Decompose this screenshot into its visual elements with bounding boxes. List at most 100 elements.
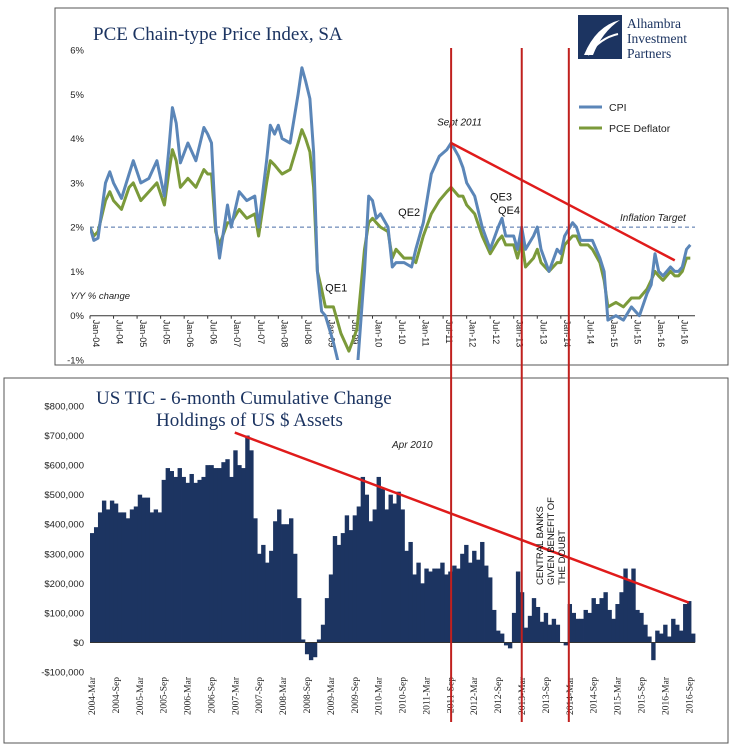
- bar: [591, 598, 596, 643]
- bar: [308, 642, 314, 661]
- bar: [93, 527, 99, 643]
- bar: [289, 518, 294, 643]
- top-y-axis-label: Y/Y % change: [70, 291, 130, 302]
- bar: [217, 468, 222, 643]
- bar: [225, 459, 230, 643]
- bar: [687, 601, 692, 643]
- bottom-x-tick-label: 2008-Mar: [279, 676, 289, 715]
- bar: [416, 562, 421, 643]
- bar: [424, 568, 429, 643]
- bottom-x-tick-label: 2016-Sep: [685, 677, 695, 714]
- bar: [615, 604, 620, 643]
- bar: [436, 568, 441, 643]
- bottom-y-tick-label: $400,000: [44, 520, 84, 531]
- top-trend-line: [450, 141, 676, 262]
- bar: [404, 550, 409, 643]
- top-x-tick-label: Jul-07: [256, 320, 266, 345]
- bar: [571, 612, 576, 643]
- bar: [336, 544, 342, 643]
- bottom-x-tick-label: 2010-Sep: [399, 677, 409, 714]
- bar: [464, 544, 469, 643]
- top-y-tick-label: 1%: [70, 267, 84, 278]
- bar: [153, 509, 159, 643]
- bar: [281, 524, 286, 643]
- bar: [623, 568, 628, 643]
- bar: [273, 521, 278, 643]
- top-x-tick-label: Jan-05: [138, 320, 148, 348]
- bar: [189, 473, 194, 643]
- logo-line3: Partners: [627, 46, 671, 61]
- bar: [304, 642, 310, 655]
- bar: [113, 503, 119, 643]
- top-x-tick-label: Jul-04: [115, 320, 125, 345]
- top-x-tick-label: Jul-13: [538, 320, 548, 345]
- bar: [201, 476, 206, 643]
- bar: [161, 479, 167, 643]
- bar: [320, 624, 326, 643]
- top-y-tick-label: 6%: [70, 46, 84, 57]
- bar: [659, 633, 664, 643]
- bar: [412, 574, 417, 643]
- logo-line1: Alhambra: [627, 16, 681, 31]
- bar: [209, 465, 214, 643]
- bar: [129, 509, 135, 643]
- bar: [169, 471, 174, 643]
- bar: [213, 468, 218, 643]
- logo-arc-icon: [587, 33, 619, 56]
- bar: [460, 553, 465, 643]
- bar: [269, 550, 274, 643]
- bar: [105, 509, 111, 643]
- bottom-x-tick-label: 2009-Sep: [351, 677, 361, 714]
- bottom-trend-line: [234, 431, 690, 604]
- bar: [547, 624, 553, 643]
- bar: [229, 476, 234, 643]
- bottom-y-tick-label: $0: [73, 638, 84, 649]
- bottom-x-tick-label: 2010-Mar: [375, 676, 385, 715]
- top-y-axis: -1% 0% 1% 2% 3% 4% 5% 6%: [67, 46, 84, 367]
- bar: [316, 639, 322, 643]
- top-x-tick-label: Jul-11: [444, 320, 454, 344]
- bar: [157, 512, 163, 643]
- bar: [173, 476, 178, 643]
- bar: [197, 479, 202, 643]
- annotation-qe3: QE3: [490, 192, 512, 204]
- bar: [495, 630, 501, 643]
- bottom-bars: [90, 435, 696, 661]
- bar: [380, 488, 385, 643]
- bar: [348, 530, 354, 643]
- bar: [563, 642, 569, 646]
- logo-line2: Investment: [627, 31, 687, 46]
- bar: [635, 609, 640, 643]
- bar: [360, 476, 366, 643]
- bar: [627, 580, 632, 643]
- bottom-y-tick-label: $100,000: [44, 608, 84, 619]
- bar: [185, 482, 190, 643]
- top-series: [90, 66, 692, 360]
- bottom-x-tick-label: 2007-Sep: [255, 677, 265, 714]
- bar: [619, 592, 624, 643]
- bar: [488, 577, 493, 643]
- bar: [408, 541, 413, 643]
- bottom-x-tick-label: 2015-Sep: [637, 677, 647, 714]
- top-y-tick-label: 2%: [70, 223, 84, 234]
- bar: [368, 521, 373, 643]
- bar: [137, 494, 143, 643]
- bar: [133, 506, 139, 643]
- bar: [472, 550, 477, 643]
- bar: [444, 574, 449, 643]
- bar: [193, 482, 198, 643]
- bottom-x-tick-label: 2006-Mar: [184, 676, 194, 715]
- bar: [253, 518, 258, 643]
- bar: [667, 636, 672, 643]
- bottom-x-tick-label: 2016-Mar: [661, 676, 671, 715]
- bar: [324, 598, 330, 643]
- bar: [245, 435, 250, 643]
- bar: [249, 450, 254, 643]
- bottom-x-tick-label: 2005-Sep: [160, 677, 170, 714]
- bar: [165, 468, 171, 643]
- bar: [352, 515, 358, 643]
- bottom-x-tick-label: 2013-Mar: [518, 676, 528, 715]
- bar: [523, 627, 529, 643]
- bar: [332, 536, 338, 643]
- top-x-tick-label: Jan-07: [232, 320, 242, 348]
